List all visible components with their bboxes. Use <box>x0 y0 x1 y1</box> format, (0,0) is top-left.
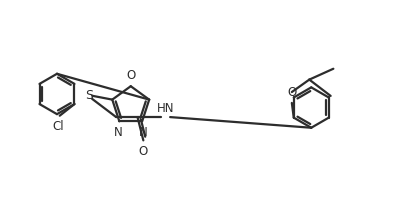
Text: Cl: Cl <box>52 120 63 133</box>
Text: S: S <box>85 89 93 102</box>
Text: O: O <box>139 145 148 158</box>
Text: O: O <box>126 69 135 82</box>
Text: HN: HN <box>157 102 174 115</box>
Text: N: N <box>139 126 148 139</box>
Text: N: N <box>114 126 123 139</box>
Text: O: O <box>287 86 297 99</box>
